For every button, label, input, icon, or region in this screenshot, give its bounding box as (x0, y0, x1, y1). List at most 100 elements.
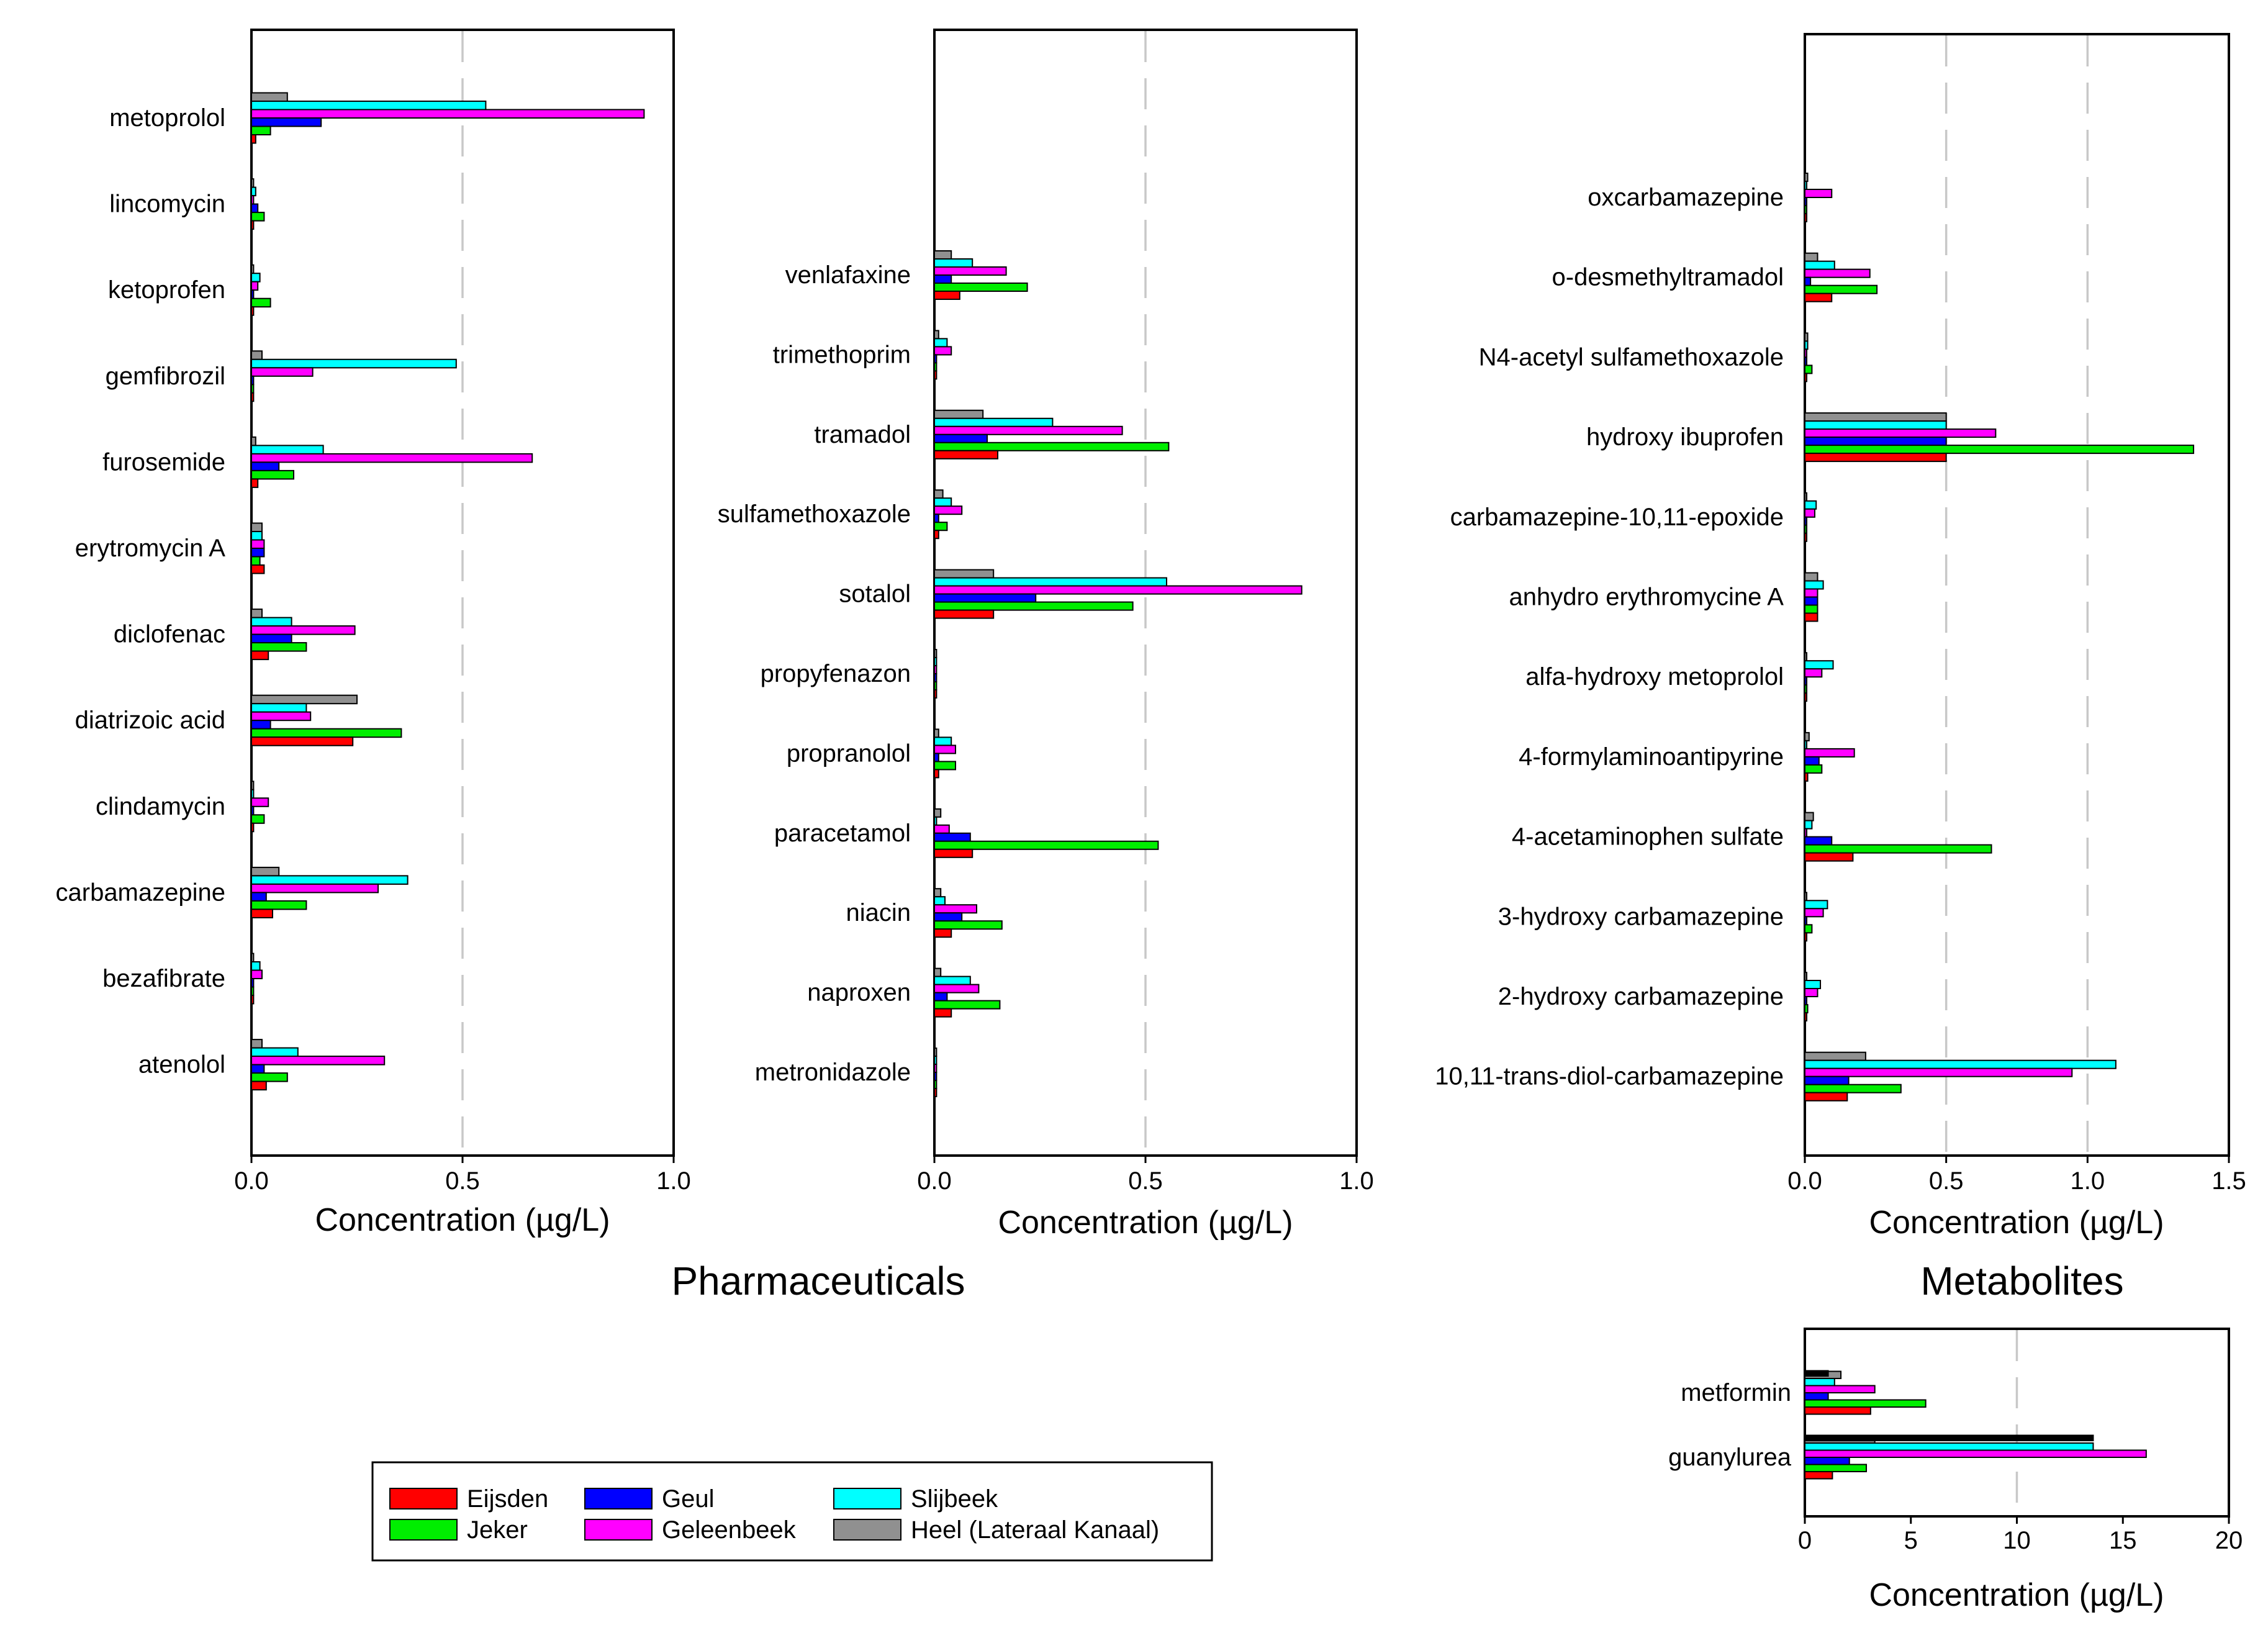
category-label: hydroxy ibuprofen (1586, 423, 1784, 451)
bar-eijsden (1804, 1012, 1807, 1021)
bar-geleenbeek (251, 453, 533, 463)
bar-eijsden (934, 370, 937, 380)
bar-heel (1804, 812, 1814, 822)
bar-overlay (1804, 1434, 2094, 1442)
bar-heel (1804, 332, 1809, 342)
category-labels: oxcarbamazepine o-desmethyltramadol N4-ace… (1435, 184, 1784, 1090)
category-label: sulfamethoxazole (718, 500, 911, 528)
bar-jeker (1804, 764, 1823, 774)
bar-eijsden (251, 134, 256, 144)
bar-jeker (251, 728, 402, 738)
bar-slijbeek (251, 186, 256, 197)
bar-geul (934, 832, 971, 842)
bar-geul (1804, 676, 1807, 686)
bar-heel (934, 569, 995, 579)
bar-geul (934, 274, 952, 284)
bar-heel (251, 609, 263, 618)
legend-swatch-heel (833, 1519, 901, 1541)
bar-geul (934, 992, 948, 1002)
bar-slijbeek (934, 417, 1054, 427)
bar-eijsden (934, 848, 974, 858)
bar-jeker (1804, 364, 1813, 374)
x-tick-label: 1.0 (2071, 1167, 2105, 1195)
bar-geul (934, 593, 1037, 603)
bar-slijbeek (251, 445, 324, 455)
category-label: N4-acetyl sulfamethoxazole (1479, 343, 1784, 371)
x-tick-label: 20 (2215, 1527, 2243, 1554)
bar-slijbeek (1804, 420, 1947, 430)
bar-jeker (251, 814, 265, 824)
x-tick-label: 0.5 (1929, 1167, 1964, 1195)
bar-slijbeek (1804, 660, 1834, 670)
bar-slijbeek (1804, 340, 1809, 350)
bar-eijsden (934, 1008, 952, 1018)
bar-heel (934, 888, 942, 898)
bar-geul (934, 753, 939, 763)
bar-jeker (251, 297, 271, 308)
category-labels: metoprolol lincomycin ketoprofen gemfibrozi… (56, 104, 226, 1079)
legend-label-geleenbeek: Geleenbeek (662, 1516, 797, 1544)
bar-slijbeek (1804, 1378, 1835, 1387)
bar-jeker (1804, 924, 1813, 934)
bar-slijbeek (1804, 181, 1807, 190)
bar-jeker (1804, 604, 1818, 614)
bar-geul (1804, 437, 1947, 446)
legend-label-eijsden: Eijsden (467, 1485, 548, 1513)
bar-geleenbeek (251, 969, 263, 979)
bar-eijsden (251, 908, 273, 918)
bar-heel (934, 330, 939, 340)
bar-jeker (251, 125, 271, 135)
category-label: paracetamol (774, 820, 911, 847)
bar-eijsden (1804, 532, 1807, 542)
bar-jeker (1804, 1004, 1809, 1013)
x-axis-title: Concentration (µg/L) (315, 1202, 610, 1238)
bar-jeker (251, 556, 261, 566)
category-label: o-desmethyltramadol (1552, 264, 1784, 291)
bar-geleenbeek (251, 281, 259, 291)
bar-slijbeek (251, 961, 261, 971)
x-axis-title: Concentration (µg/L) (998, 1205, 1293, 1241)
category-labels: metformin guanylurea (1668, 1379, 1792, 1471)
x-tick-label: 0.5 (445, 1167, 480, 1195)
bar-heel (934, 967, 942, 977)
x-axis-title: Concentration (µg/L) (1869, 1205, 2164, 1241)
bar-slijbeek (1804, 900, 1828, 910)
category-label: alfa-hydroxy metoprolol (1525, 663, 1784, 690)
legend-box (371, 1461, 1213, 1562)
bar-geleenbeek (934, 665, 937, 674)
bar-eijsden (251, 306, 255, 316)
bar-heel (251, 350, 263, 360)
category-label: oxcarbamazepine (1588, 184, 1784, 211)
legend-items: Eijsden Jeker Geul Geleenbeek Slijbeek Heel (… (389, 1485, 1159, 1544)
bar-geul (934, 912, 963, 922)
bar-heel (251, 522, 263, 532)
bar-slijbeek (251, 273, 261, 283)
legend-label-jeker: Jeker (467, 1516, 528, 1544)
bar-geleenbeek (251, 195, 255, 205)
chart-metabolites: oxcarbamazepine o-desmethyltramadol N4-ace… (1435, 33, 2246, 1241)
bar-geul (251, 892, 267, 902)
bar-heel (1804, 252, 1818, 262)
bar-jeker (1804, 684, 1807, 694)
bar-jeker (1804, 1464, 1868, 1472)
category-label: trimethoprim (773, 341, 911, 368)
bar-slijbeek (1804, 1442, 2094, 1451)
bar-geleenbeek (1804, 428, 1997, 438)
x-axis-title: Concentration (µg/L) (1869, 1577, 2164, 1613)
bar-geul (1804, 916, 1807, 926)
bar-geleenbeek (1804, 268, 1871, 278)
category-label: diclofenac (114, 621, 225, 648)
bar-heel (251, 866, 280, 877)
category-label: tramadol (814, 421, 911, 448)
x-tick-label: 15 (2109, 1527, 2137, 1554)
bar-geleenbeek (1804, 668, 1823, 678)
category-label: venlafaxine (785, 261, 911, 289)
legend-swatch-slijbeek (833, 1488, 901, 1509)
bar-eijsden (251, 220, 255, 230)
category-label: bezafibrate (102, 965, 225, 992)
bar-eijsden (1804, 1092, 1848, 1102)
bar-eijsden (934, 1088, 937, 1097)
bar-eijsden (934, 450, 998, 459)
bar-geleenbeek (1804, 1449, 2147, 1458)
bar-heel (251, 264, 255, 274)
